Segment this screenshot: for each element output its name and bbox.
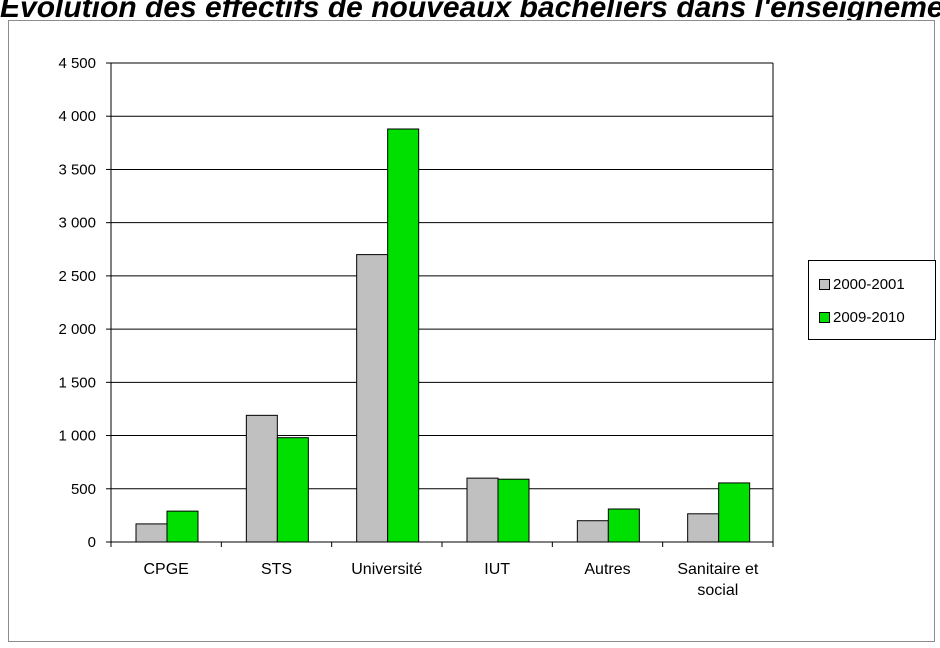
bar-2009-2010-4 (607, 508, 640, 543)
bar-2009-2010-3 (497, 478, 530, 543)
bar-2000-2001-1 (245, 414, 278, 543)
bar-2000-2001-2 (356, 254, 389, 543)
bar-2000-2001-3 (466, 477, 499, 543)
legend-entry-2009-2010: 2009-2010 (819, 307, 905, 327)
y-tick-label: 2 000 (58, 321, 96, 338)
x-tick-label: Université (351, 561, 422, 578)
bar-2009-2010-2 (387, 128, 420, 543)
x-tick-label: Autres (584, 561, 630, 578)
bar-2000-2001-4 (576, 520, 609, 543)
bar-2000-2001-5 (687, 513, 720, 543)
y-tick-label: 4 500 (58, 55, 96, 72)
legend-swatch-2000-2001 (819, 278, 830, 290)
y-tick-label: 4 000 (58, 108, 96, 125)
legend-label-2000-2001: 2000-2001 (833, 275, 905, 293)
legend-label-2009-2010: 2009-2010 (833, 308, 905, 326)
x-tick-label: CPGE (143, 561, 188, 578)
bar-2009-2010-5 (718, 482, 751, 543)
y-tick-label: 500 (71, 481, 96, 498)
legend-swatch-2009-2010 (819, 311, 830, 323)
bar-2009-2010-1 (276, 437, 309, 543)
y-tick-label: 2 500 (58, 268, 96, 285)
y-tick-label: 1 000 (58, 428, 96, 445)
bar-2009-2010-0 (166, 510, 199, 543)
x-tick-label: IUT (484, 561, 510, 578)
bar-2000-2001-0 (135, 523, 168, 543)
y-tick-label: 3 500 (58, 161, 96, 178)
chart-legend: 2000-2001 2009-2010 (808, 260, 936, 340)
y-tick-label: 0 (88, 534, 96, 551)
y-tick-label: 3 000 (58, 215, 96, 232)
x-tick-label: STS (261, 561, 292, 578)
legend-entry-2000-2001: 2000-2001 (819, 274, 905, 294)
x-tick-label: Sanitaire et social (677, 561, 758, 599)
y-tick-label: 1 500 (58, 374, 96, 391)
